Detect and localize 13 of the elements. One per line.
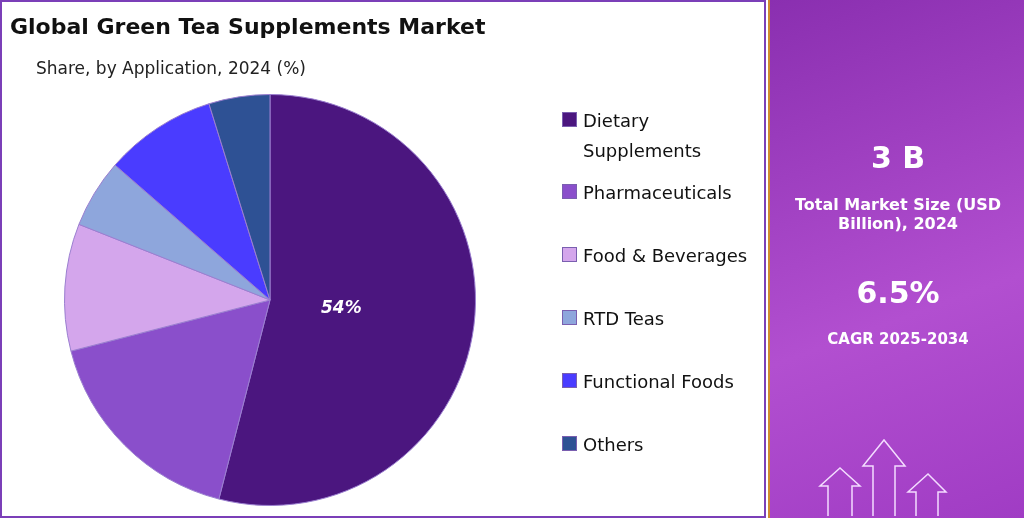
text: 3 B bbox=[869, 140, 927, 175]
legend-label: Food & Beverages bbox=[583, 244, 749, 268]
chart-subtitle: Share, by Application, 2024 (%) bbox=[36, 58, 306, 78]
legend-label: Others bbox=[583, 433, 645, 457]
legend-label: Dietary Supplements bbox=[583, 109, 703, 163]
legend-label: RTD Teas bbox=[583, 307, 666, 331]
text: CAGR 2025-2034 bbox=[826, 330, 970, 348]
text: Total Market Size (USD Billion), 2024 bbox=[794, 195, 1002, 233]
data-label: 54% bbox=[321, 297, 362, 318]
text: 6.5% bbox=[855, 275, 941, 310]
legend-label: Functional Foods bbox=[583, 370, 735, 394]
chart-title: Global Green Tea Supplements Market bbox=[10, 14, 486, 39]
legend-label: Pharmaceuticals bbox=[583, 181, 733, 205]
